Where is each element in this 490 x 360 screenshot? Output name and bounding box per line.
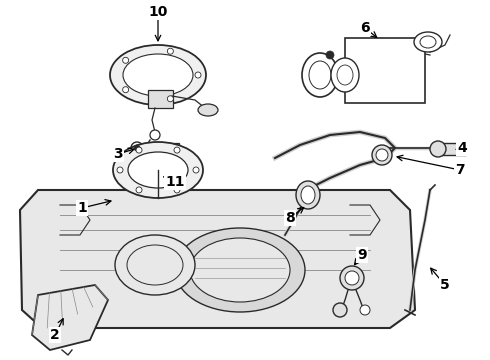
- Circle shape: [136, 147, 142, 153]
- Ellipse shape: [127, 245, 183, 285]
- Circle shape: [430, 141, 446, 157]
- Circle shape: [122, 87, 129, 93]
- Text: 1: 1: [77, 201, 87, 215]
- Polygon shape: [32, 285, 108, 350]
- Polygon shape: [20, 190, 415, 328]
- Ellipse shape: [190, 238, 290, 302]
- Bar: [165, 143, 179, 153]
- Ellipse shape: [128, 152, 188, 188]
- Ellipse shape: [414, 32, 442, 52]
- Ellipse shape: [301, 186, 315, 204]
- Ellipse shape: [331, 58, 359, 92]
- Circle shape: [174, 187, 180, 193]
- Text: 7: 7: [455, 163, 465, 177]
- Circle shape: [168, 48, 173, 54]
- Circle shape: [122, 57, 129, 63]
- Circle shape: [376, 149, 388, 161]
- Circle shape: [195, 72, 201, 78]
- Ellipse shape: [115, 235, 195, 295]
- Circle shape: [131, 142, 143, 154]
- Circle shape: [150, 130, 160, 140]
- Bar: [438, 143, 466, 155]
- Circle shape: [372, 145, 392, 165]
- Text: 3: 3: [113, 147, 123, 161]
- Ellipse shape: [113, 142, 203, 198]
- Circle shape: [345, 271, 359, 285]
- Circle shape: [174, 147, 180, 153]
- Bar: [148, 90, 173, 108]
- Circle shape: [333, 303, 347, 317]
- Text: 2: 2: [50, 328, 60, 342]
- Text: 4: 4: [457, 141, 467, 155]
- Ellipse shape: [110, 45, 206, 105]
- Circle shape: [340, 266, 364, 290]
- Circle shape: [136, 187, 142, 193]
- Text: 8: 8: [285, 211, 295, 225]
- Circle shape: [168, 96, 173, 102]
- Ellipse shape: [420, 36, 436, 48]
- Ellipse shape: [123, 54, 193, 96]
- Text: 9: 9: [357, 248, 367, 262]
- Ellipse shape: [175, 228, 305, 312]
- Text: 11: 11: [165, 175, 185, 189]
- Circle shape: [326, 51, 334, 59]
- Ellipse shape: [337, 65, 353, 85]
- Circle shape: [134, 145, 140, 151]
- Ellipse shape: [296, 181, 320, 209]
- Text: 5: 5: [440, 278, 450, 292]
- Ellipse shape: [302, 53, 338, 97]
- Circle shape: [117, 167, 123, 173]
- Ellipse shape: [309, 61, 331, 89]
- Text: 10: 10: [148, 5, 168, 19]
- Ellipse shape: [198, 104, 218, 116]
- Bar: [345, 38, 425, 103]
- Circle shape: [193, 167, 199, 173]
- Text: 6: 6: [360, 21, 370, 35]
- Circle shape: [360, 305, 370, 315]
